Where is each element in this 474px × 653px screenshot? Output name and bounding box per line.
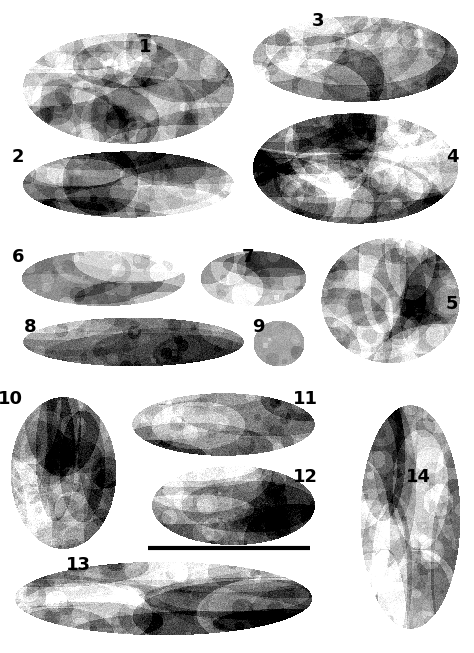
Text: 13: 13 (65, 556, 91, 574)
Text: 9: 9 (252, 318, 264, 336)
Text: 8: 8 (24, 318, 36, 336)
Text: 7: 7 (242, 248, 254, 266)
Text: 10: 10 (0, 390, 22, 408)
Text: 6: 6 (12, 248, 24, 266)
Text: 2: 2 (12, 148, 24, 166)
Text: 4: 4 (446, 148, 458, 166)
Text: 14: 14 (405, 468, 430, 486)
Text: 12: 12 (292, 468, 318, 486)
Text: 3: 3 (312, 12, 324, 30)
Text: 11: 11 (292, 390, 318, 408)
Text: 1: 1 (139, 38, 151, 56)
Text: 5: 5 (446, 295, 458, 313)
